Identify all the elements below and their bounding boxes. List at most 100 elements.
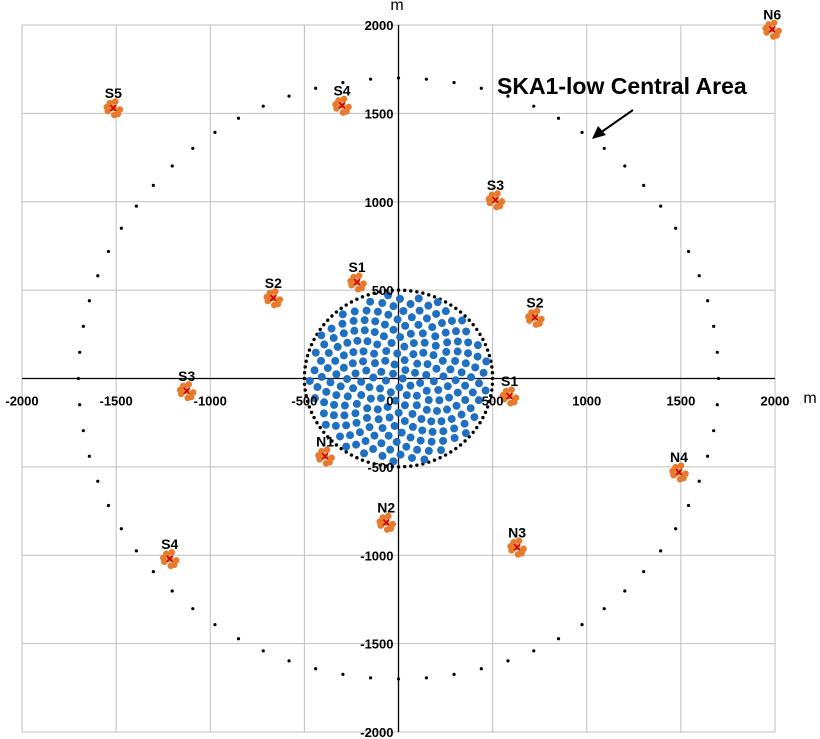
core-ring-dot (421, 291, 425, 295)
core-station-dot (320, 398, 329, 407)
core-station-dot (365, 423, 374, 432)
core-station-dot (464, 338, 473, 347)
outer-ring-dot (151, 570, 155, 574)
cluster-center-mark (491, 196, 499, 204)
core-station-dot (343, 392, 352, 401)
core-station-dot (475, 379, 484, 388)
x-axis-unit-label: m (803, 390, 816, 407)
core-station-dot (365, 383, 374, 392)
core-station-dot (389, 369, 398, 378)
cluster-station-dot (168, 548, 176, 556)
core-station-dot (443, 338, 452, 347)
core-station-dot (340, 411, 349, 420)
station-clusters: N6 S5 S4 S3 S2 S1 S2 S1 S3 N1 N2 N3 N4 S4 (103, 6, 782, 570)
outer-ring-dot (191, 146, 195, 150)
core-station-dot (473, 341, 482, 350)
cluster-label: S2 (265, 275, 282, 291)
core-ring-dot (372, 462, 376, 466)
core-station-dot (422, 370, 431, 379)
core-ring-dot (432, 458, 437, 462)
cluster-station-dot (499, 391, 507, 399)
outer-ring-dot (170, 164, 174, 168)
core-station-dot (407, 453, 416, 462)
core-station-dot (366, 297, 375, 306)
outer-ring-dot (287, 94, 291, 98)
cluster-label: N6 (763, 6, 781, 22)
x-tick-label: -500 (291, 394, 317, 409)
axes (22, 25, 775, 732)
core-station-dot (350, 326, 359, 335)
core-station-dot (384, 431, 393, 440)
outer-ring-dot (106, 503, 111, 508)
core-station-dot (415, 306, 424, 315)
core-station-dot (331, 356, 340, 365)
cluster-station-dot (339, 109, 347, 116)
core-station-dot (464, 349, 473, 358)
core-station-dot (394, 408, 403, 417)
core-ring-dot (384, 464, 388, 468)
core-station-dot (461, 359, 470, 368)
core-station-dot (423, 360, 432, 369)
x-tick-label: 2000 (761, 394, 790, 409)
core-ring-dot (372, 291, 376, 295)
core-station-dot (450, 433, 459, 442)
core-ring-dot (330, 314, 334, 318)
core-ring-dot (415, 463, 419, 467)
cluster-station-dot (112, 98, 119, 105)
core-ring-dot (307, 348, 312, 352)
core-station-dot (349, 348, 358, 357)
outer-ring-dot (78, 403, 82, 407)
outer-ring-dot (602, 607, 606, 611)
core-station-dot (467, 373, 476, 382)
outer-ring-dot (623, 164, 627, 168)
core-station-dot (360, 449, 369, 458)
core-ring-dot (326, 318, 330, 322)
core-station-dot (363, 404, 372, 413)
cluster-station-dot (323, 446, 331, 454)
core-station-dot (389, 302, 398, 311)
core-station-dot (389, 457, 398, 466)
core-station-dot (346, 431, 355, 440)
outer-ring-dot (686, 503, 691, 508)
outer-ring-dot (623, 589, 627, 593)
outer-ring-dot (697, 274, 701, 278)
core-station-dot (460, 419, 469, 428)
core-station-dot (482, 357, 491, 366)
cluster-station-dot (383, 526, 391, 533)
core-ring-dot (475, 425, 479, 430)
outer-ring-dot (236, 116, 241, 120)
cluster-station-dot (103, 103, 111, 111)
outer-ring-dot (396, 677, 401, 681)
outer-ring-dot (87, 299, 91, 303)
core-station-dot (446, 365, 455, 374)
cluster-station-dot (176, 386, 184, 394)
outer-ring-dot (424, 676, 428, 680)
core-station-dot (457, 368, 466, 377)
outer-ring-dot (697, 479, 701, 483)
outer-ring-dot (506, 659, 510, 663)
core-station-dot (366, 394, 375, 403)
outer-ring-dot (76, 376, 81, 381)
core-ring-dot (390, 288, 395, 293)
outer-ring-dot (532, 104, 536, 108)
core-ring-dot (396, 465, 401, 469)
core-station-dot (428, 427, 437, 436)
core-station-dot (393, 315, 402, 324)
outer-ring-dot (706, 454, 710, 458)
core-station-dot (452, 401, 461, 410)
core-station-dot (342, 442, 351, 451)
core-ring-dot (344, 303, 348, 307)
core-station-dot (362, 413, 371, 422)
core-ring-dot (312, 337, 316, 342)
y-tick-label: 1500 (365, 106, 394, 121)
core-ring-dot (415, 290, 419, 294)
cluster-station-dot (525, 313, 532, 320)
outer-ring-dot (706, 299, 710, 303)
y-tick-label: -1000 (360, 548, 393, 563)
core-station-dot (451, 356, 460, 365)
core-ring-dot (339, 306, 343, 311)
core-station-dot (362, 306, 371, 315)
core-ring-dot (481, 415, 485, 420)
core-station-dot (414, 294, 423, 303)
cluster-station-dot (159, 554, 167, 562)
